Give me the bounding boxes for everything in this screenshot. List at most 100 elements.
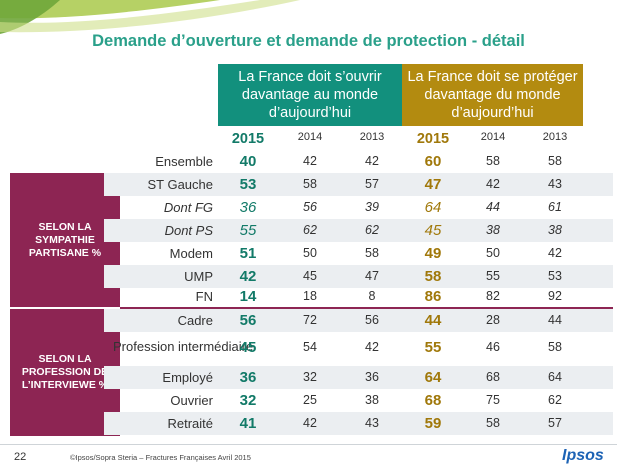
value-cell: 54 — [303, 340, 317, 354]
year-header: 2013 — [359, 131, 385, 143]
row-label: UMP — [184, 269, 213, 284]
value-cell: 58 — [486, 154, 500, 168]
value-cell: 72 — [303, 313, 317, 327]
row-label: ST Gauche — [147, 177, 213, 192]
column-header-open: La France doit s’ouvrir davantage au mon… — [218, 64, 402, 126]
value-cell: 44 — [424, 312, 442, 329]
page-number: 22 — [14, 451, 27, 463]
value-cell: 58 — [486, 416, 500, 430]
table-row: Dont FG 36 56 39 64 44 61 — [104, 196, 613, 219]
value-cell: 36 — [239, 199, 257, 216]
value-cell: 58 — [548, 154, 562, 168]
table-row: Employé 36 32 36 64 68 64 — [104, 366, 613, 389]
table-row: ST Gauche 53 58 57 47 42 43 — [104, 173, 613, 196]
group-label-profession: SELON LA PROFESSION DE L’INTERVIEWE % — [10, 309, 120, 436]
value-cell: 42 — [365, 154, 379, 168]
header-decoration — [0, 0, 300, 34]
value-cell: 18 — [303, 289, 317, 303]
value-cell: 64 — [424, 199, 442, 216]
value-cell: 51 — [239, 245, 257, 262]
value-cell: 41 — [239, 415, 257, 432]
table-row: Dont PS 55 62 62 45 38 38 — [104, 219, 613, 242]
table-row: UMP 42 45 47 58 55 53 — [104, 265, 613, 288]
value-cell: 53 — [239, 176, 257, 193]
value-cell: 92 — [548, 289, 562, 303]
value-cell: 53 — [548, 269, 562, 283]
row-label: Ensemble — [155, 154, 213, 169]
year-header: 2015 — [231, 131, 265, 147]
value-cell: 42 — [365, 340, 379, 354]
table-row: FN 14 18 8 86 82 92 — [104, 285, 613, 308]
value-cell: 45 — [424, 222, 442, 239]
value-cell: 68 — [424, 392, 442, 409]
row-label: Profession intermédiaire — [113, 339, 254, 354]
value-cell: 45 — [303, 269, 317, 283]
ipsos-logo: Ipsos — [562, 447, 604, 464]
value-cell: 64 — [424, 369, 442, 386]
value-cell: 25 — [303, 393, 317, 407]
year-header: 2014 — [297, 131, 323, 143]
footer-divider — [0, 444, 617, 445]
table-row: Cadre 56 72 56 44 28 44 — [104, 309, 613, 332]
value-cell: 58 — [303, 177, 317, 191]
value-cell: 46 — [486, 340, 500, 354]
copyright-note: ©Ipsos/Sopra Steria – Fractures Français… — [70, 453, 251, 462]
row-label: Modem — [169, 246, 213, 261]
value-cell: 44 — [486, 200, 500, 214]
value-cell: 55 — [486, 269, 500, 283]
value-cell: 42 — [486, 177, 500, 191]
value-cell: 42 — [239, 268, 257, 285]
row-label: Dont FG — [163, 200, 213, 215]
value-cell: 28 — [486, 313, 500, 327]
value-cell: 86 — [424, 288, 442, 305]
row-label: FN — [195, 289, 213, 304]
value-cell: 39 — [365, 200, 379, 214]
value-cell: 50 — [486, 246, 500, 260]
value-cell: 60 — [424, 153, 442, 170]
row-label: Employé — [162, 370, 213, 385]
column-header-protect: La France doit se protéger davantage du … — [402, 64, 583, 126]
value-cell: 82 — [486, 289, 500, 303]
row-label: Ouvrier — [170, 393, 213, 408]
value-cell: 59 — [424, 415, 442, 432]
section-divider — [120, 307, 613, 309]
row-label: Cadre — [177, 313, 213, 328]
table-row: Ouvrier 32 25 38 68 75 62 — [104, 389, 613, 412]
value-cell: 43 — [365, 416, 379, 430]
row-label: Dont PS — [164, 223, 213, 238]
value-cell: 50 — [303, 246, 317, 260]
value-cell: 55 — [424, 339, 442, 356]
table-row: Ensemble 40 42 42 60 58 58 — [104, 150, 613, 173]
value-cell: 38 — [548, 223, 562, 237]
table-row: Retraité 41 42 43 59 58 57 — [104, 412, 613, 435]
value-cell: 62 — [303, 223, 317, 237]
value-cell: 38 — [365, 393, 379, 407]
page-title: Demande d’ouverture et demande de protec… — [92, 32, 525, 50]
value-cell: 36 — [365, 370, 379, 384]
value-cell: 68 — [486, 370, 500, 384]
value-cell: 57 — [548, 416, 562, 430]
value-cell: 8 — [368, 289, 376, 303]
value-cell: 61 — [548, 200, 562, 214]
value-cell: 42 — [548, 246, 562, 260]
value-cell: 43 — [548, 177, 562, 191]
value-cell: 58 — [548, 340, 562, 354]
value-cell: 32 — [239, 392, 257, 409]
value-cell: 58 — [424, 268, 442, 285]
value-cell: 56 — [239, 312, 257, 329]
value-cell: 49 — [424, 245, 442, 262]
value-cell: 45 — [239, 339, 257, 356]
value-cell: 47 — [365, 269, 379, 283]
value-cell: 56 — [303, 200, 317, 214]
value-cell: 58 — [365, 246, 379, 260]
value-cell: 64 — [548, 370, 562, 384]
table-row: Modem 51 50 58 49 50 42 — [104, 242, 613, 265]
value-cell: 42 — [303, 154, 317, 168]
group-label-party: SELON LA SYMPATHIE PARTISANE % — [10, 173, 120, 307]
value-cell: 14 — [239, 288, 257, 305]
value-cell: 40 — [239, 153, 257, 170]
value-cell: 44 — [548, 313, 562, 327]
year-header: 2015 — [416, 131, 450, 147]
value-cell: 62 — [548, 393, 562, 407]
value-cell: 55 — [239, 222, 257, 239]
